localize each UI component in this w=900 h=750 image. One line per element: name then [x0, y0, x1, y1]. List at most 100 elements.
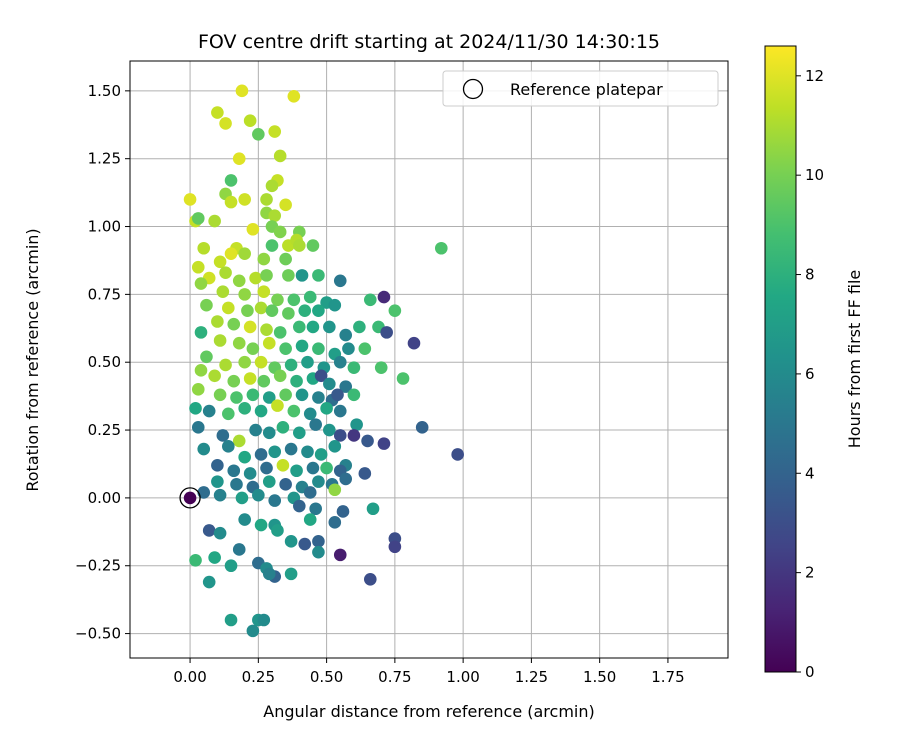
data-point: [353, 320, 366, 334]
data-point: [347, 429, 361, 442]
data-point: [312, 545, 325, 559]
data-point: [323, 423, 336, 437]
x-axis-label: Angular distance from reference (arcmin): [263, 702, 594, 721]
data-point: [202, 524, 216, 537]
y-tick-label: 1.50: [88, 82, 121, 100]
data-point: [238, 513, 251, 526]
x-tick-label: 1.75: [651, 668, 684, 686]
data-point: [303, 407, 317, 421]
data-point: [249, 271, 262, 285]
data-point: [273, 149, 287, 163]
data-point: [208, 551, 221, 564]
data-point: [350, 418, 363, 431]
data-point: [219, 117, 232, 130]
data-point: [306, 239, 320, 252]
colorbar: [764, 45, 797, 673]
data-point: [257, 374, 271, 388]
data-point: [323, 377, 336, 391]
data-point: [222, 407, 235, 421]
data-point: [243, 372, 257, 385]
data-point: [194, 364, 208, 377]
data-point: [312, 269, 325, 282]
data-point: [243, 320, 257, 334]
data-point: [342, 342, 355, 355]
data-point: [328, 440, 342, 453]
data-point: [219, 358, 232, 372]
data-point: [232, 152, 246, 165]
data-point: [257, 252, 271, 266]
data-point: [268, 209, 282, 222]
data-point: [254, 355, 268, 369]
data-point: [339, 472, 353, 486]
data-point: [230, 391, 243, 404]
colorbar-ticks: 0 2 4 6 8 10 12: [796, 67, 824, 681]
data-point: [407, 336, 421, 350]
data-point: [323, 320, 336, 334]
data-point: [273, 326, 287, 339]
data-point: [273, 225, 287, 239]
data-point: [224, 174, 238, 187]
data-point: [230, 478, 243, 491]
data-point: [312, 391, 325, 404]
data-point: [194, 277, 208, 290]
data-point: [265, 179, 279, 193]
data-point: [366, 502, 380, 516]
data-point: [380, 326, 393, 339]
data-point: [235, 84, 249, 98]
data-point: [235, 491, 249, 505]
data-point: [246, 388, 260, 402]
data-point: [260, 193, 273, 206]
data-point: [333, 429, 347, 442]
data-point: [219, 266, 232, 279]
data-point: [224, 247, 238, 260]
data-point: [257, 613, 271, 627]
data-point: [262, 426, 276, 440]
data-point: [339, 380, 353, 393]
data-point: [249, 423, 262, 437]
data-point: [363, 573, 377, 586]
data-point: [363, 293, 377, 307]
data-point: [276, 459, 290, 472]
x-axis-ticks: 0.00 0.25 0.50 0.75 1.00 1.25 1.50 1.75: [173, 658, 685, 686]
data-point: [197, 442, 211, 456]
data-point: [358, 467, 372, 480]
x-tick-label: 0.75: [378, 668, 411, 686]
data-point: [211, 459, 224, 472]
y-tick-label: 1.25: [88, 150, 121, 168]
data-point: [260, 461, 273, 475]
data-point: [224, 559, 238, 573]
data-point: [312, 475, 325, 488]
data-point: [216, 429, 230, 442]
data-point: [303, 513, 317, 526]
data-point: [309, 502, 322, 516]
data-point: [265, 239, 279, 252]
grid-lines: [130, 61, 728, 658]
data-point: [333, 404, 347, 418]
data-point: [213, 488, 227, 502]
data-point: [328, 298, 342, 312]
data-point: [312, 535, 325, 548]
data-point: [191, 383, 205, 396]
data-point: [262, 336, 276, 350]
data-point: [241, 304, 254, 317]
data-point: [333, 274, 347, 288]
y-tick-label: 0.75: [88, 285, 121, 303]
data-point: [303, 290, 317, 304]
data-point: [303, 486, 317, 499]
data-point: [333, 355, 347, 369]
data-point: [224, 195, 238, 209]
data-point: [396, 372, 410, 385]
colorbar-tick-label: 4: [805, 464, 815, 482]
data-point: [290, 464, 303, 478]
data-point: [246, 342, 260, 355]
data-point: [292, 499, 306, 513]
y-tick-label: −0.50: [75, 625, 121, 643]
data-point: [260, 269, 273, 282]
data-point: [265, 304, 279, 317]
data-point: [200, 350, 213, 364]
data-point: [279, 198, 292, 212]
data-point: [260, 323, 273, 336]
data-point: [312, 304, 325, 317]
data-point: [262, 475, 276, 488]
